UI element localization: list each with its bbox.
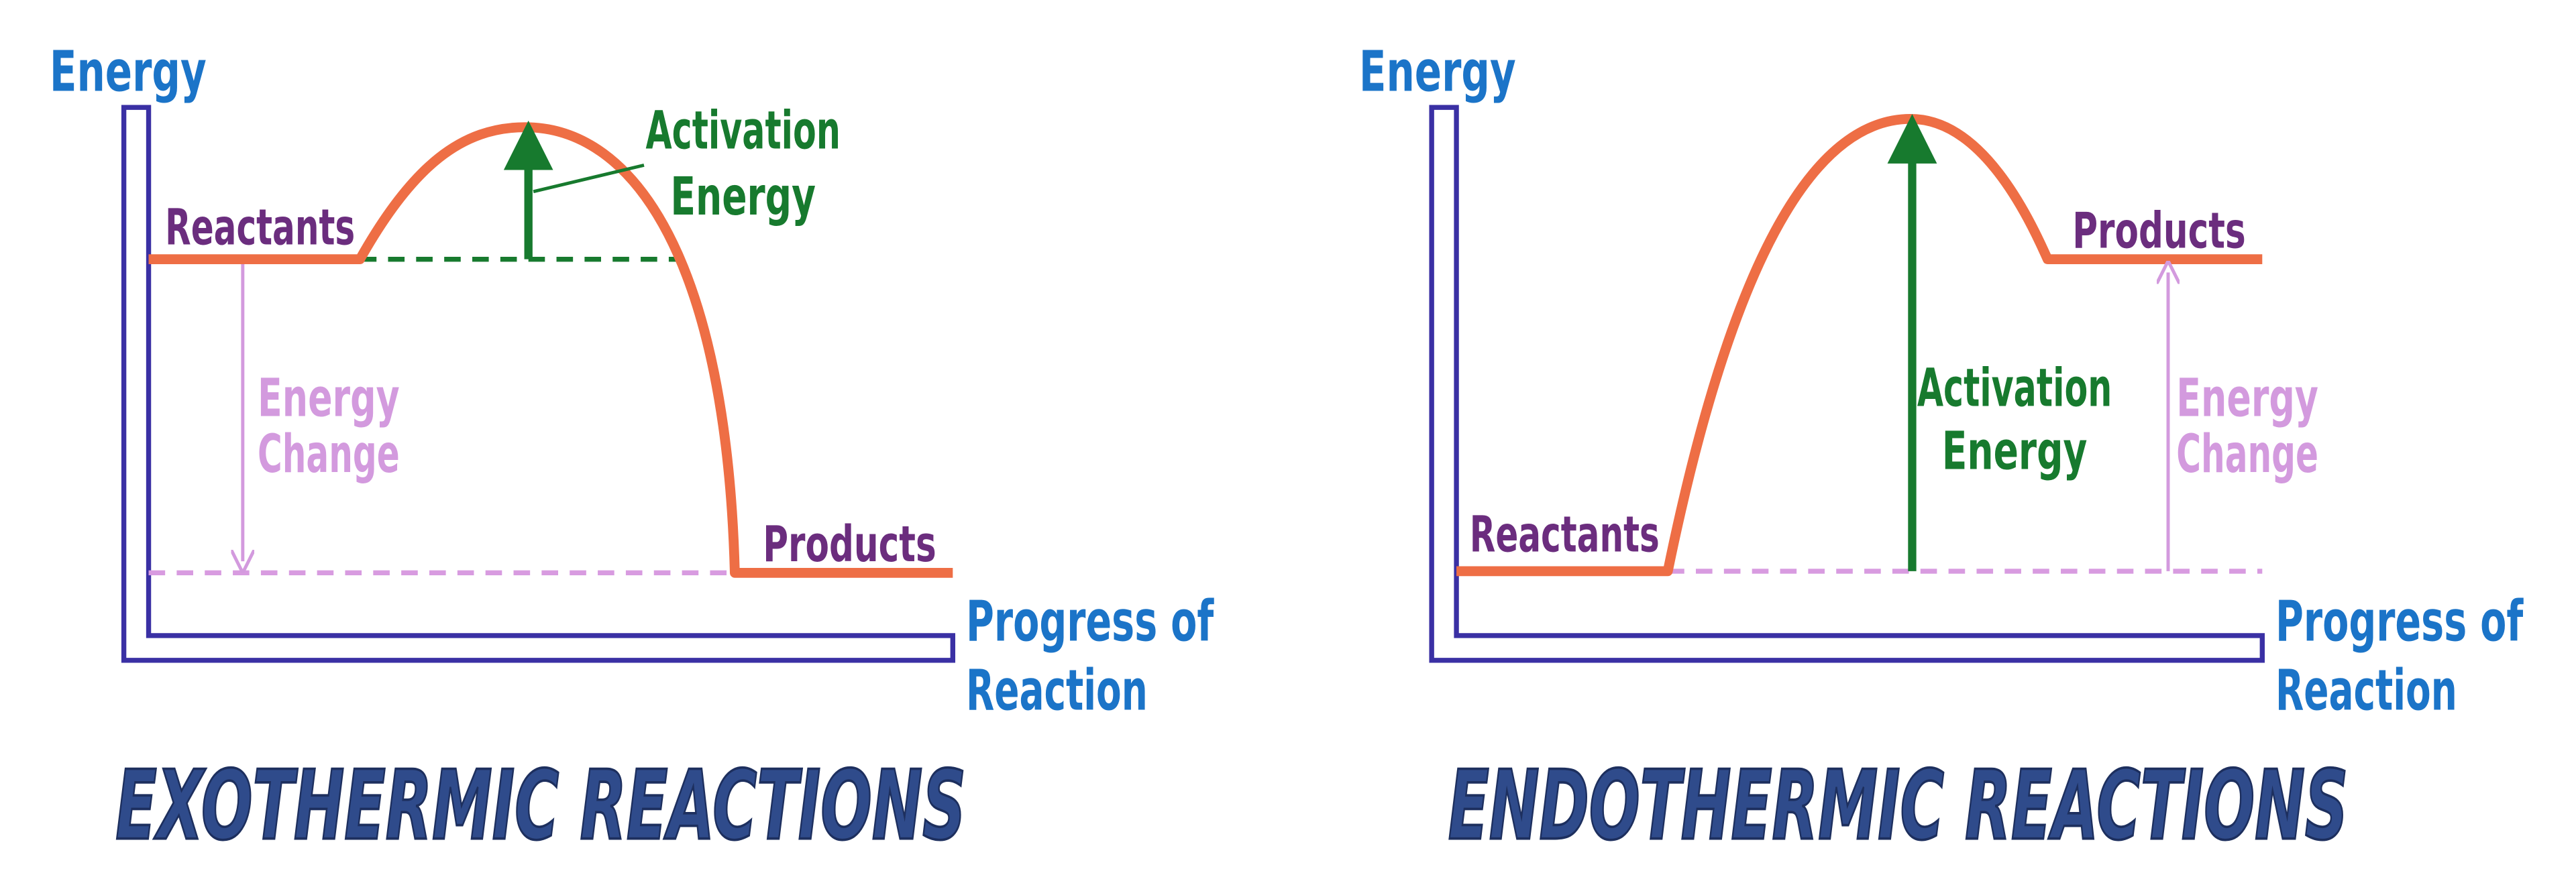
diagram-title: EXOTHERMIC REACTIONS <box>115 750 966 862</box>
activation-label: Energy <box>1942 420 2088 481</box>
axes-frame <box>121 105 955 663</box>
y-axis-label: Energy <box>1359 39 1516 105</box>
y-axis-label: Energy <box>50 39 207 105</box>
exothermic-diagram: Energy Activation Energy Reactants Produ… <box>50 39 1214 863</box>
diagram-title: ENDOTHERMIC REACTIONS <box>1448 750 2349 862</box>
energy-change-label: Energy <box>258 367 400 429</box>
products-label: Products <box>763 516 936 573</box>
x-axis-label: Reaction <box>2275 658 2457 723</box>
energy-change-label: Change <box>258 423 400 485</box>
energy-curve <box>148 122 953 578</box>
activation-label: Energy <box>670 166 816 227</box>
energy-curve <box>1456 114 2263 577</box>
x-axis-label: Progress of <box>2275 588 2524 654</box>
leader-line <box>533 163 645 194</box>
reactants-label: Reactants <box>165 199 355 257</box>
products-label: Products <box>2072 202 2245 259</box>
energy-change-label: Energy <box>2176 367 2318 429</box>
activation-label: Activation <box>1917 357 2112 419</box>
endothermic-diagram: Energy Activation Energy Reactants Produ… <box>1359 39 2524 863</box>
reactants-label: Reactants <box>1470 506 1660 563</box>
x-axis-label: Reaction <box>966 658 1148 723</box>
activation-label: Activation <box>645 100 840 162</box>
x-axis-label: Progress of <box>966 588 1214 654</box>
energy-change-label: Change <box>2176 423 2318 485</box>
axes-frame <box>1429 105 2265 663</box>
